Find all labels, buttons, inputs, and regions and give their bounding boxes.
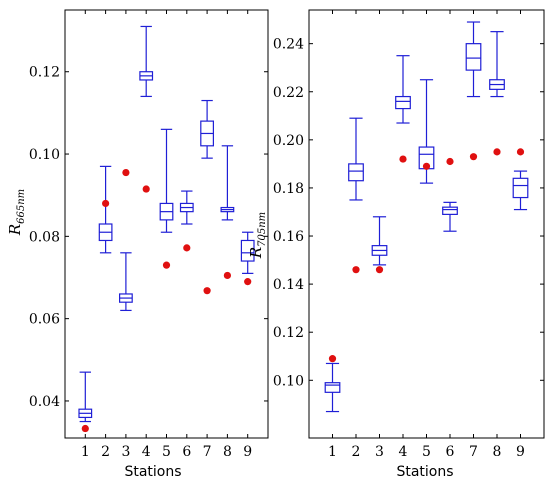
right-box-station-5	[418, 79, 435, 184]
right-point-station-9	[516, 148, 525, 156]
right-y-tick-label: 0.24	[273, 37, 304, 53]
left-y-tick-label: 0.08	[29, 229, 60, 245]
right-point-station-2	[352, 266, 360, 274]
right-box-station-1	[324, 362, 341, 413]
left-point-station-1	[81, 424, 89, 433]
right-box-station-2	[348, 117, 364, 201]
left-point-station-7	[203, 287, 211, 295]
right-y-label-subscript: 705nm	[257, 212, 268, 247]
right-x-tick-label: 5	[422, 444, 431, 460]
left-y-label-main: R	[6, 224, 24, 236]
right-x-tick-label: 3	[375, 444, 384, 460]
right-y-tick-label: 0.10	[273, 373, 304, 389]
right-point-station-8	[493, 148, 501, 156]
right-y-tick-label: 0.12	[273, 325, 304, 341]
interquartile-box	[465, 43, 482, 71]
right-x-tick-label: 1	[328, 444, 337, 460]
right-point-station-4	[399, 155, 407, 163]
left-y-axis-label: R665nm	[6, 189, 27, 236]
left-x-tick-label: 8	[223, 444, 232, 460]
right-x-axis-label: Stations	[396, 464, 453, 480]
right-x-tick-label: 7	[469, 444, 478, 460]
left-point-station-8	[223, 271, 231, 280]
left-y-axis-title: R665nm	[6, 189, 27, 236]
left-point-station-9	[244, 278, 252, 286]
left-point-station-6	[183, 244, 191, 252]
interquartile-box	[512, 177, 529, 199]
left-box-station-1	[78, 371, 93, 423]
left-point-station-2	[102, 199, 110, 208]
right-x-tick-label: 8	[493, 444, 502, 460]
left-y-tick-label: 0.06	[29, 312, 60, 328]
left-box-station-8	[220, 145, 235, 221]
left-y-tick-label: 0.04	[29, 394, 60, 410]
right-chart-panel: R705nm Stations 0.10 0.12 0.14 0.16 0.18 0.20…	[247, 9, 545, 480]
right-point-station-1	[328, 355, 337, 363]
interquartile-box	[324, 382, 341, 393]
left-point-station-4	[142, 185, 150, 193]
left-box-station-2	[98, 165, 113, 254]
left-x-tick-label: 1	[81, 444, 90, 460]
right-box-station-8	[489, 31, 505, 98]
right-point-station-6	[446, 157, 454, 166]
right-box-station-9	[512, 170, 529, 211]
interquartile-box	[348, 163, 364, 182]
left-y-tick-label: 0.10	[29, 147, 60, 163]
right-point-station-7	[469, 153, 478, 161]
left-x-tick-label: 7	[203, 444, 212, 460]
left-x-tick-label: 2	[101, 444, 110, 460]
right-x-tick-label: 9	[516, 444, 525, 460]
right-box-station-7	[465, 21, 482, 98]
left-point-station-5	[162, 261, 171, 269]
right-x-tick-label: 6	[446, 444, 455, 460]
interquartile-box	[240, 239, 255, 262]
right-point-station-3	[375, 266, 384, 274]
left-box-station-4	[139, 25, 154, 98]
left-x-tick-label: 3	[121, 444, 130, 460]
right-y-tick-label: 0.22	[273, 85, 304, 101]
right-y-label-main: R	[247, 247, 265, 259]
left-box-station-7	[200, 99, 214, 159]
left-x-tick-label: 6	[182, 444, 191, 460]
left-box-station-3	[119, 252, 133, 312]
left-y-label-subscript: 665nm	[16, 189, 27, 224]
right-y-tick-label: 0.18	[273, 181, 304, 197]
left-point-station-3	[122, 168, 130, 177]
left-x-tick-label: 4	[142, 444, 151, 460]
right-plot-frame	[308, 9, 545, 439]
left-x-axis-label: Stations	[124, 464, 181, 480]
right-x-tick-label: 2	[352, 444, 361, 460]
right-y-axis-title: R705nm	[247, 212, 268, 259]
right-box-station-6	[442, 201, 458, 232]
right-x-tick-label: 4	[399, 444, 408, 460]
left-box-station-9	[240, 231, 255, 274]
right-y-axis-label: R705nm	[247, 212, 268, 259]
right-point-station-5	[422, 162, 431, 170]
left-chart-panel: R665nm Stations 0.040.060.080.100.121 2 3 4…	[6, 9, 269, 480]
interquartile-box	[442, 206, 458, 215]
right-y-tick-label: 0.20	[273, 133, 304, 149]
right-y-tick-label: 0.14	[273, 277, 304, 293]
right-box-station-3	[371, 216, 388, 266]
left-box-station-6	[179, 190, 194, 225]
left-x-tick-label: 9	[243, 444, 252, 460]
right-box-station-4	[395, 55, 411, 124]
left-x-tick-label: 5	[162, 444, 171, 460]
interquartile-box	[395, 95, 411, 110]
left-y-tick-label: 0.12	[29, 65, 60, 81]
right-y-tick-label: 0.16	[273, 229, 304, 245]
left-box-station-5	[159, 128, 174, 233]
